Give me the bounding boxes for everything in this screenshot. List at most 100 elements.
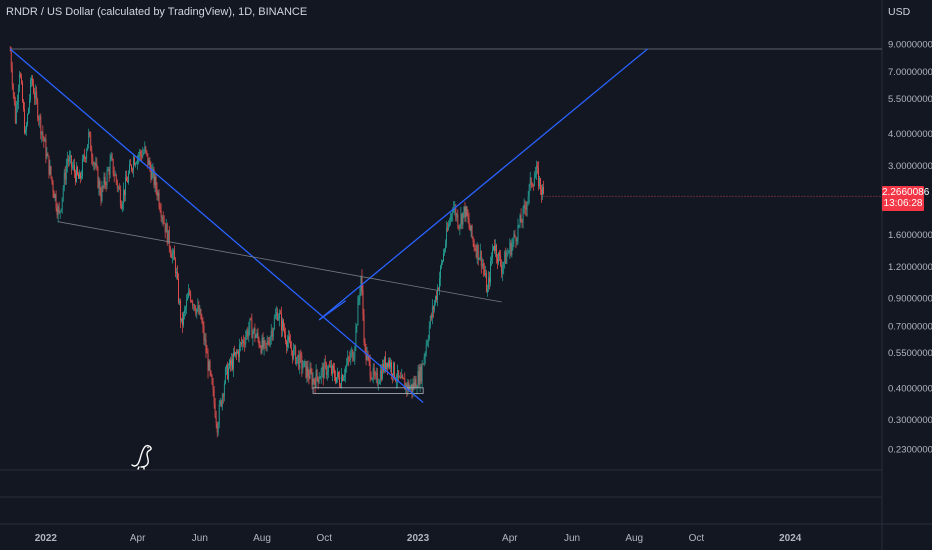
- candle-body: [63, 172, 65, 189]
- candle-body: [108, 169, 110, 175]
- candle-body: [170, 253, 172, 259]
- candle-body: [262, 337, 264, 348]
- candle-body: [56, 208, 58, 216]
- candle-body: [144, 146, 146, 153]
- candle-body: [236, 351, 237, 354]
- candle-body: [346, 363, 348, 368]
- candle-body: [332, 365, 333, 374]
- candle-body: [446, 228, 448, 244]
- candle-body: [336, 377, 337, 383]
- candle-body: [342, 375, 344, 381]
- candle-body: [304, 361, 306, 363]
- candle-body: [158, 192, 160, 207]
- candle-body: [498, 252, 500, 263]
- candle-body: [488, 277, 489, 289]
- candle-body: [237, 351, 238, 354]
- candle-body: [445, 243, 446, 250]
- candle-body: [294, 346, 296, 349]
- candle-body: [432, 306, 434, 310]
- candle-body: [143, 152, 145, 154]
- candle-body: [417, 371, 419, 388]
- candle-body: [535, 165, 537, 174]
- candle-body: [93, 163, 95, 165]
- candle-body: [89, 132, 91, 135]
- candle-body: [472, 237, 474, 243]
- candle-body: [536, 165, 538, 168]
- candle-body: [316, 370, 318, 377]
- candle-body: [141, 154, 143, 158]
- candle-body: [490, 260, 491, 283]
- candle-body: [296, 357, 298, 364]
- candle-body: [323, 362, 325, 379]
- candle-body: [180, 301, 181, 321]
- candle-body: [374, 375, 376, 376]
- candle-body: [181, 318, 182, 321]
- candle-body: [282, 320, 283, 331]
- candle-body: [464, 206, 466, 218]
- currency-label: USD: [888, 6, 911, 18]
- candle-body: [118, 186, 120, 190]
- candle-body: [213, 390, 215, 404]
- candle-body: [272, 328, 274, 337]
- x-tick-label: 2023: [407, 533, 430, 544]
- candle-body: [337, 372, 338, 378]
- candle-body: [376, 373, 378, 385]
- candle-body: [457, 214, 459, 227]
- candle-body: [532, 185, 534, 187]
- candle-body: [428, 325, 430, 339]
- candle-body: [466, 206, 468, 216]
- candle-body: [479, 250, 481, 259]
- candle-body: [359, 292, 361, 298]
- candle-body: [101, 186, 103, 201]
- candle-body: [463, 206, 465, 213]
- candle-body: [191, 301, 193, 302]
- candle-body: [530, 177, 532, 186]
- candle-body: [284, 329, 285, 334]
- candle-body: [340, 385, 341, 387]
- candle-body: [185, 308, 186, 310]
- candle-body: [496, 245, 497, 258]
- candle-body: [461, 214, 463, 225]
- candle-body: [388, 360, 389, 368]
- candle-body: [46, 153, 48, 158]
- candle-body: [136, 163, 138, 165]
- candle-body: [123, 189, 125, 196]
- y-tick-label: 0.3000000: [888, 415, 932, 426]
- candle-body: [308, 375, 310, 379]
- candle-body: [97, 167, 99, 188]
- candle-body: [111, 155, 113, 159]
- candle-body: [394, 362, 396, 379]
- candle-body: [521, 222, 523, 224]
- candle-body: [25, 129, 26, 133]
- candle-body: [78, 174, 79, 179]
- candle-body: [401, 375, 403, 379]
- candle-body: [91, 151, 93, 158]
- candle-body: [477, 244, 479, 260]
- candle-body: [364, 342, 366, 348]
- candle-body: [276, 312, 278, 320]
- candle-body: [225, 364, 227, 369]
- candle-body: [307, 366, 309, 376]
- candle-body: [301, 356, 303, 370]
- candle-body: [510, 242, 512, 255]
- candle-body: [434, 296, 436, 303]
- candle-body: [327, 366, 329, 372]
- candle-body: [132, 169, 133, 171]
- candle-body: [462, 212, 464, 225]
- candle-body: [49, 166, 51, 175]
- gray-support-line: [58, 221, 502, 303]
- candle-body: [534, 173, 536, 179]
- candle-body: [362, 290, 364, 315]
- candle-body: [215, 417, 217, 424]
- candle-body: [511, 244, 513, 255]
- candle-body: [503, 262, 505, 268]
- candle-body: [450, 214, 452, 222]
- candle-body: [17, 87, 19, 102]
- candle-body: [35, 91, 37, 99]
- candle-body: [152, 169, 154, 171]
- candle-body: [11, 68, 13, 86]
- candle-body: [438, 288, 439, 290]
- candle-body: [104, 176, 106, 185]
- candle-body: [164, 223, 166, 233]
